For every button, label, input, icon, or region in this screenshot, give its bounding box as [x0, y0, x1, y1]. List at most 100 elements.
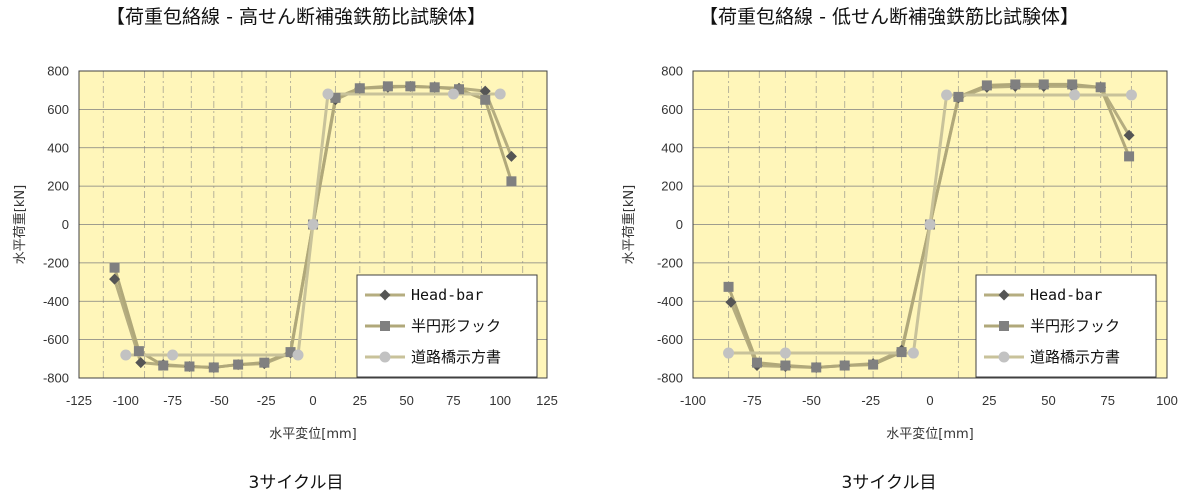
data-point — [953, 91, 964, 102]
y-tick-label: 800 — [661, 64, 683, 79]
data-point — [167, 349, 179, 361]
plot-border — [78, 70, 548, 379]
x-tick-label: 25 — [982, 393, 996, 408]
legend-label: 半円形フック — [1030, 317, 1120, 335]
legend-swatch-marker — [998, 289, 1010, 301]
x-tick-label: 100 — [489, 393, 511, 408]
data-point — [292, 349, 304, 361]
data-point — [1125, 89, 1137, 101]
x-tick-label: -125 — [66, 393, 92, 408]
x-tick-label: -100 — [113, 393, 139, 408]
legend-label: 半円形フック — [411, 317, 501, 335]
data-point — [109, 262, 120, 273]
y-tick-label: 200 — [47, 179, 69, 194]
legend-swatch-marker — [379, 289, 391, 301]
y-axis-label: 水平荷重[kN] — [12, 185, 28, 264]
data-point — [1038, 79, 1049, 90]
y-axis-label: 水平荷重[kN] — [621, 185, 637, 264]
data-point — [896, 347, 907, 358]
data-point — [480, 94, 491, 105]
x-axis-label: 水平変位[mm] — [886, 426, 973, 442]
chart-title: 【荷重包絡線 - 低せん断補強鉄筋比試験体】 — [699, 6, 1079, 28]
y-tick-label: 0 — [62, 217, 69, 232]
x-tick-label: -50 — [802, 393, 821, 408]
data-point — [133, 346, 144, 357]
x-tick-label: -25 — [257, 393, 276, 408]
data-point — [981, 80, 992, 91]
data-point — [479, 85, 491, 97]
data-point — [924, 219, 936, 230]
data-point — [780, 360, 791, 371]
chart-panel-high: 【荷重包絡線 - 高せん断補強鉄筋比試験体】 -800 -600 -400 -200 0… — [0, 0, 592, 493]
data-point — [494, 88, 506, 100]
data-point — [158, 360, 169, 371]
y-tick-label: 400 — [47, 140, 69, 155]
data-point — [382, 81, 393, 92]
legend-label: 道路橋示方書 — [411, 348, 501, 366]
data-point — [184, 361, 195, 372]
data-point — [330, 92, 341, 103]
x-axis-label: 水平変位[mm] — [269, 426, 356, 442]
data-point — [868, 359, 879, 370]
data-point — [354, 83, 365, 94]
data-point — [135, 357, 147, 369]
x-tick-label: 0 — [309, 393, 316, 408]
data-point — [1010, 79, 1021, 90]
data-point — [723, 347, 735, 359]
data-point — [505, 150, 517, 162]
legend-label: Head-bar — [411, 286, 483, 304]
data-point — [1095, 82, 1106, 93]
x-tick-label: -75 — [743, 393, 762, 408]
x-tick-label: -75 — [163, 393, 182, 408]
data-point — [447, 88, 459, 100]
x-tick-label: 75 — [446, 393, 460, 408]
data-point — [1067, 79, 1078, 90]
data-point — [1124, 151, 1135, 162]
plot-border — [692, 70, 1168, 379]
chart-title: 【荷重包絡線 - 高せん断補強鉄筋比試験体】 — [106, 6, 486, 28]
data-point — [506, 176, 517, 187]
data-point — [285, 347, 296, 358]
data-point — [751, 357, 762, 368]
legend-swatch-marker — [380, 321, 390, 331]
y-tick-label: 0 — [676, 217, 683, 232]
data-point — [811, 362, 822, 373]
y-tick-label: -600 — [43, 332, 69, 347]
y-tick-label: -400 — [657, 294, 683, 309]
legend-swatch-marker — [999, 321, 1009, 331]
data-point — [233, 359, 244, 370]
y-tick-label: 800 — [47, 64, 69, 79]
legend-label: Head-bar — [1030, 286, 1102, 304]
chart-caption: 3サイクル目 — [841, 473, 937, 493]
data-point — [839, 360, 850, 371]
data-point — [109, 273, 121, 285]
data-point — [725, 296, 737, 308]
y-tick-label: 600 — [47, 102, 69, 117]
data-point — [723, 281, 734, 292]
x-tick-label: 75 — [1101, 393, 1115, 408]
data-point — [259, 357, 270, 368]
x-tick-label: 125 — [536, 393, 558, 408]
chart-caption: 3サイクル目 — [248, 473, 344, 493]
data-point — [120, 349, 132, 361]
data-point — [1069, 89, 1081, 101]
data-point — [429, 82, 440, 93]
y-tick-label: 200 — [661, 179, 683, 194]
chart-panel-low: 【荷重包絡線 - 低せん断補強鉄筋比試験体】 -800 -600 -400 -200 0… — [593, 0, 1185, 493]
x-tick-label: 50 — [1041, 393, 1055, 408]
x-tick-label: 100 — [1156, 393, 1178, 408]
x-tick-label: -50 — [210, 393, 229, 408]
data-point — [307, 219, 319, 230]
data-point — [1123, 129, 1135, 141]
data-point — [454, 84, 465, 95]
y-tick-label: -200 — [657, 255, 683, 270]
legend-swatch-marker — [379, 351, 391, 363]
y-tick-label: 400 — [661, 140, 683, 155]
legend-swatch-marker — [998, 351, 1010, 363]
data-point — [907, 347, 919, 359]
chart-svg-low: -800 -600 -400 -200 0 200 400 600 800 -100 -75 -50 -… — [621, 64, 1178, 443]
legend-label: 道路橋示方書 — [1030, 348, 1120, 366]
chart-svg-high: -800 -600 -400 -200 0 200 400 600 800 -125 -100 -75… — [12, 64, 558, 443]
x-tick-label: 0 — [926, 393, 933, 408]
y-tick-label: -800 — [43, 371, 69, 386]
